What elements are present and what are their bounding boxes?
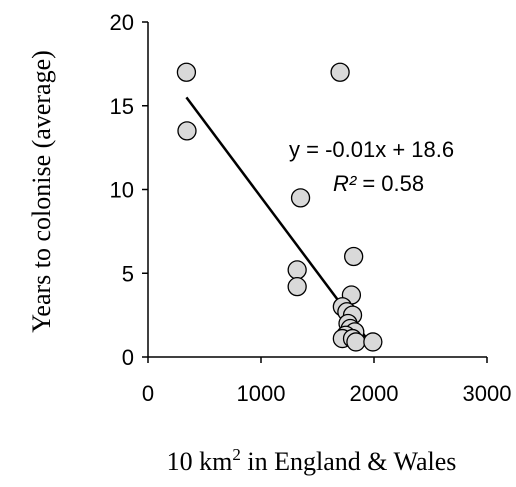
y-axis-title: Years to colonise (average) <box>27 50 56 333</box>
y-tick-label: 20 <box>110 10 134 35</box>
r-squared-value: = 0.58 <box>356 171 424 196</box>
data-point <box>290 188 311 208</box>
y-tick-label: 10 <box>110 178 134 203</box>
x-axis-title-rest: in England & Wales <box>241 447 457 476</box>
x-tick-label: 3000 <box>463 381 512 406</box>
data-point <box>330 62 350 82</box>
data-point <box>287 260 307 280</box>
data-point <box>176 62 197 82</box>
r-squared-label: R² = 0.58 <box>333 171 424 196</box>
x-tick-label: 2000 <box>350 381 399 406</box>
x-axis-title-main: 10 km <box>167 447 233 476</box>
data-point <box>177 121 197 141</box>
tick-marks: 0 5 10 15 20 0 1000 2000 3000 <box>110 10 512 406</box>
data-point <box>363 332 383 352</box>
data-point <box>346 332 366 352</box>
x-tick-label: 1000 <box>237 381 286 406</box>
trendline-equation: y = -0.01x + 18.6 <box>289 137 454 162</box>
x-tick-label: 0 <box>142 381 154 406</box>
data-point <box>287 276 307 297</box>
y-tick-label: 15 <box>110 94 134 119</box>
x-axis-title: 10 km2 in England & Wales <box>167 445 457 476</box>
y-tick-label: 0 <box>122 345 134 370</box>
y-tick-label: 5 <box>122 261 134 286</box>
r-squared-symbol: R² <box>333 171 357 196</box>
data-points <box>176 62 383 352</box>
x-axis-title-superscript: 2 <box>232 445 241 464</box>
data-point <box>344 246 364 267</box>
axes <box>147 22 487 358</box>
